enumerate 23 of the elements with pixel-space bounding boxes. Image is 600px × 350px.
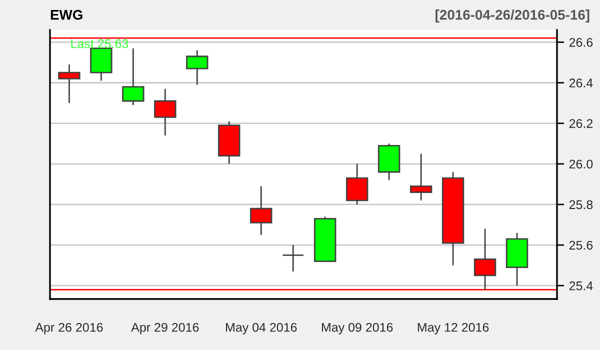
candlestick	[282, 244, 304, 272]
candlestick	[250, 186, 272, 236]
x-tick-label: May 12 2016	[418, 322, 489, 334]
y-tick-label: 26.2	[569, 119, 593, 128]
y-tick-label: 25.6	[569, 240, 593, 250]
chart-subtitle: [2016-04-26/2016-05-16]	[436, 10, 590, 22]
chart-title: EWG	[50, 10, 82, 20]
candlestick	[122, 48, 144, 106]
candlestick	[186, 50, 208, 86]
x-tick-label: Apr 29 2016	[131, 322, 199, 334]
y-tick-label: 25.4	[569, 281, 593, 290]
x-tick-label: Apr 26 2016	[35, 322, 103, 334]
x-tick-label: May 09 2016	[322, 322, 393, 334]
candlestick	[58, 64, 80, 104]
y-tick-label: 26.6	[569, 38, 593, 47]
y-tick-label: 26.4	[569, 78, 593, 88]
y-tick-label: 26.0	[569, 160, 593, 169]
y-tick-label: 25.8	[569, 200, 593, 210]
annotation: Last 25.63	[71, 39, 128, 48]
candlestick	[154, 88, 176, 136]
candlestick	[410, 153, 432, 202]
candlestick	[346, 163, 368, 206]
x-tick-label: May 04 2016	[226, 322, 297, 334]
